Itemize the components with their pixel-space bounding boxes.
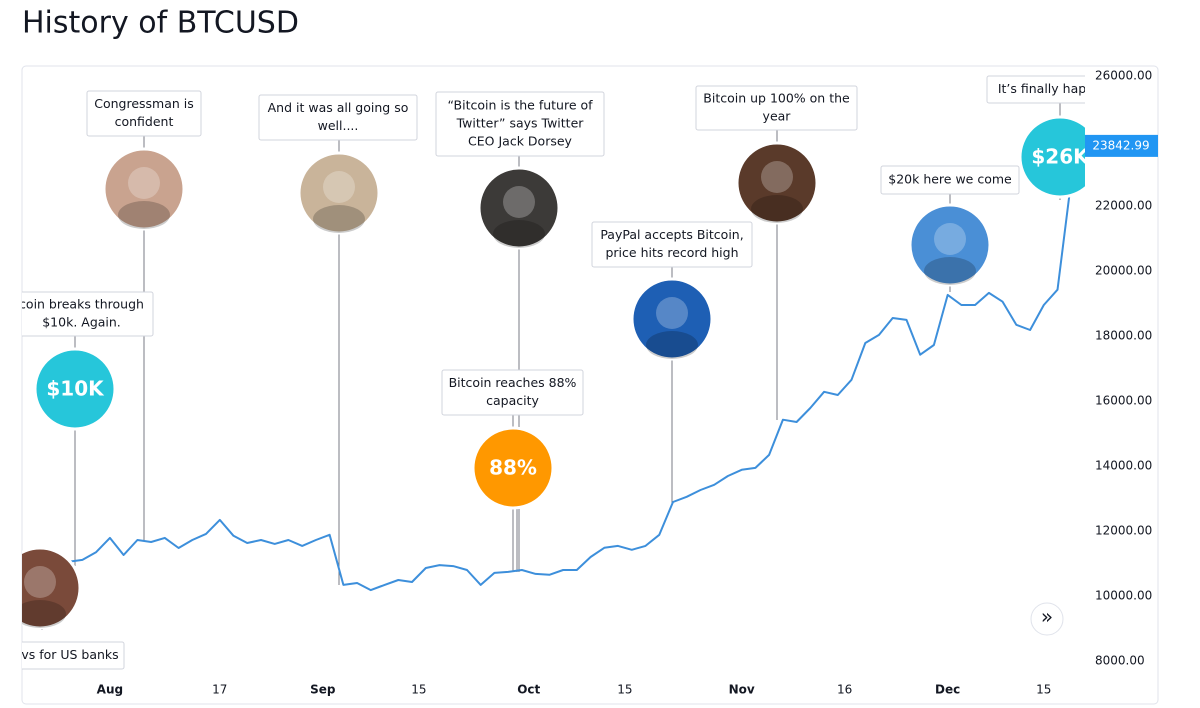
x-tick-label: Oct bbox=[517, 683, 540, 697]
x-tick-label: Sep bbox=[310, 683, 336, 697]
annotation-text: coin breaks through bbox=[19, 297, 144, 312]
photo-detail bbox=[503, 186, 535, 218]
y-tick-label: 14000.00 bbox=[1095, 458, 1152, 472]
annotation-text: CEO Jack Dorsey bbox=[468, 134, 572, 149]
plot-area: coin breaks through $10k. Again. $10K Congr… bbox=[19, 75, 1090, 670]
last-price-label: 23842.99 bbox=[1092, 138, 1149, 152]
photo-detail bbox=[761, 161, 793, 193]
annotation-bubble bbox=[22, 546, 82, 630]
annotation-box bbox=[880, 165, 1020, 195]
photo-detail bbox=[118, 201, 170, 229]
badge-text: $26K bbox=[1031, 145, 1090, 169]
annotation-box bbox=[591, 221, 753, 268]
annotation-text: Bitcoin reaches 88% bbox=[449, 375, 577, 390]
photo-detail bbox=[128, 167, 160, 199]
photo-detail bbox=[323, 171, 355, 203]
annotation-box bbox=[86, 90, 202, 137]
annotation-bubble bbox=[908, 203, 992, 287]
y-tick-label: 22000.00 bbox=[1095, 198, 1152, 212]
annotation-box bbox=[435, 91, 605, 157]
annotation-text: Bitcoin up 100% on the bbox=[703, 91, 850, 106]
annotation-text: year bbox=[763, 109, 792, 124]
photo-detail bbox=[313, 205, 365, 233]
photo-detail bbox=[646, 331, 698, 359]
annotation-bubble bbox=[297, 151, 381, 235]
annotation-text: PayPal accepts Bitcoin, bbox=[600, 227, 743, 242]
price-line bbox=[27, 179, 1073, 592]
annotation-box bbox=[258, 94, 418, 141]
x-tick-label: 15 bbox=[617, 683, 632, 697]
annotation-bubble bbox=[33, 347, 117, 431]
annotation-bubble bbox=[735, 141, 819, 225]
annotation-text: capacity bbox=[486, 393, 539, 408]
photo-detail bbox=[22, 600, 66, 628]
annotation-box bbox=[695, 85, 858, 131]
x-tick-label: 15 bbox=[1036, 683, 1051, 697]
y-tick-label: 18000.00 bbox=[1095, 328, 1152, 342]
photo-detail bbox=[24, 566, 56, 598]
x-tick-label: Dec bbox=[935, 683, 960, 697]
badge-text: 88% bbox=[489, 456, 537, 480]
annotation-bubble bbox=[630, 277, 714, 361]
annotation-bubble bbox=[471, 426, 555, 510]
annotation-text: well.... bbox=[318, 118, 359, 133]
badge-text: $10K bbox=[46, 377, 105, 401]
annotation-bubble bbox=[102, 147, 186, 231]
annotation-text: confident bbox=[115, 114, 174, 129]
y-tick-label: 12000.00 bbox=[1095, 523, 1152, 537]
chart-title: History of BTCUSD bbox=[22, 6, 299, 41]
annotation-box bbox=[22, 641, 125, 670]
scroll-button[interactable] bbox=[1030, 602, 1064, 636]
annotation-text: Congressman is bbox=[94, 96, 194, 111]
annotation-text: And it was all going so bbox=[268, 100, 409, 115]
annotation-box bbox=[986, 75, 1085, 104]
annotation-text: It’s finally hap bbox=[998, 81, 1086, 96]
annotation-text: vs for US banks bbox=[21, 647, 118, 662]
x-tick-label: Nov bbox=[729, 683, 755, 697]
annotation-box bbox=[22, 291, 154, 337]
x-tick-label: 16 bbox=[837, 683, 852, 697]
annotation-text: price hits record high bbox=[605, 245, 738, 260]
y-tick-label: 8000.00 bbox=[1095, 653, 1145, 667]
photo-detail bbox=[493, 220, 545, 248]
annotation-text: $10k. Again. bbox=[42, 315, 121, 330]
x-tick-label: Aug bbox=[97, 683, 123, 697]
photo-detail bbox=[656, 297, 688, 329]
scroll-button-icon[interactable]: » bbox=[1041, 605, 1053, 629]
y-tick-label: 20000.00 bbox=[1095, 263, 1152, 277]
annotation-box bbox=[441, 369, 584, 416]
photo-detail bbox=[934, 223, 966, 255]
y-tick-label: 10000.00 bbox=[1095, 588, 1152, 602]
photo-detail bbox=[751, 195, 803, 223]
annotation-text: $20k here we come bbox=[888, 172, 1012, 187]
x-tick-label: 17 bbox=[212, 683, 227, 697]
annotation-text: Twitter” says Twitter bbox=[456, 116, 585, 131]
last-price-badge bbox=[1085, 134, 1158, 157]
x-tick-label: 15 bbox=[411, 683, 426, 697]
y-tick-label: 16000.00 bbox=[1095, 393, 1152, 407]
y-tick-label: 26000.00 bbox=[1095, 68, 1152, 82]
annotation-bubble bbox=[477, 166, 561, 250]
photo-detail bbox=[924, 257, 976, 285]
annotation-text: “Bitcoin is the future of bbox=[447, 98, 593, 113]
annotation-bubble bbox=[1018, 115, 1085, 199]
chart-frame bbox=[21, 65, 1159, 705]
